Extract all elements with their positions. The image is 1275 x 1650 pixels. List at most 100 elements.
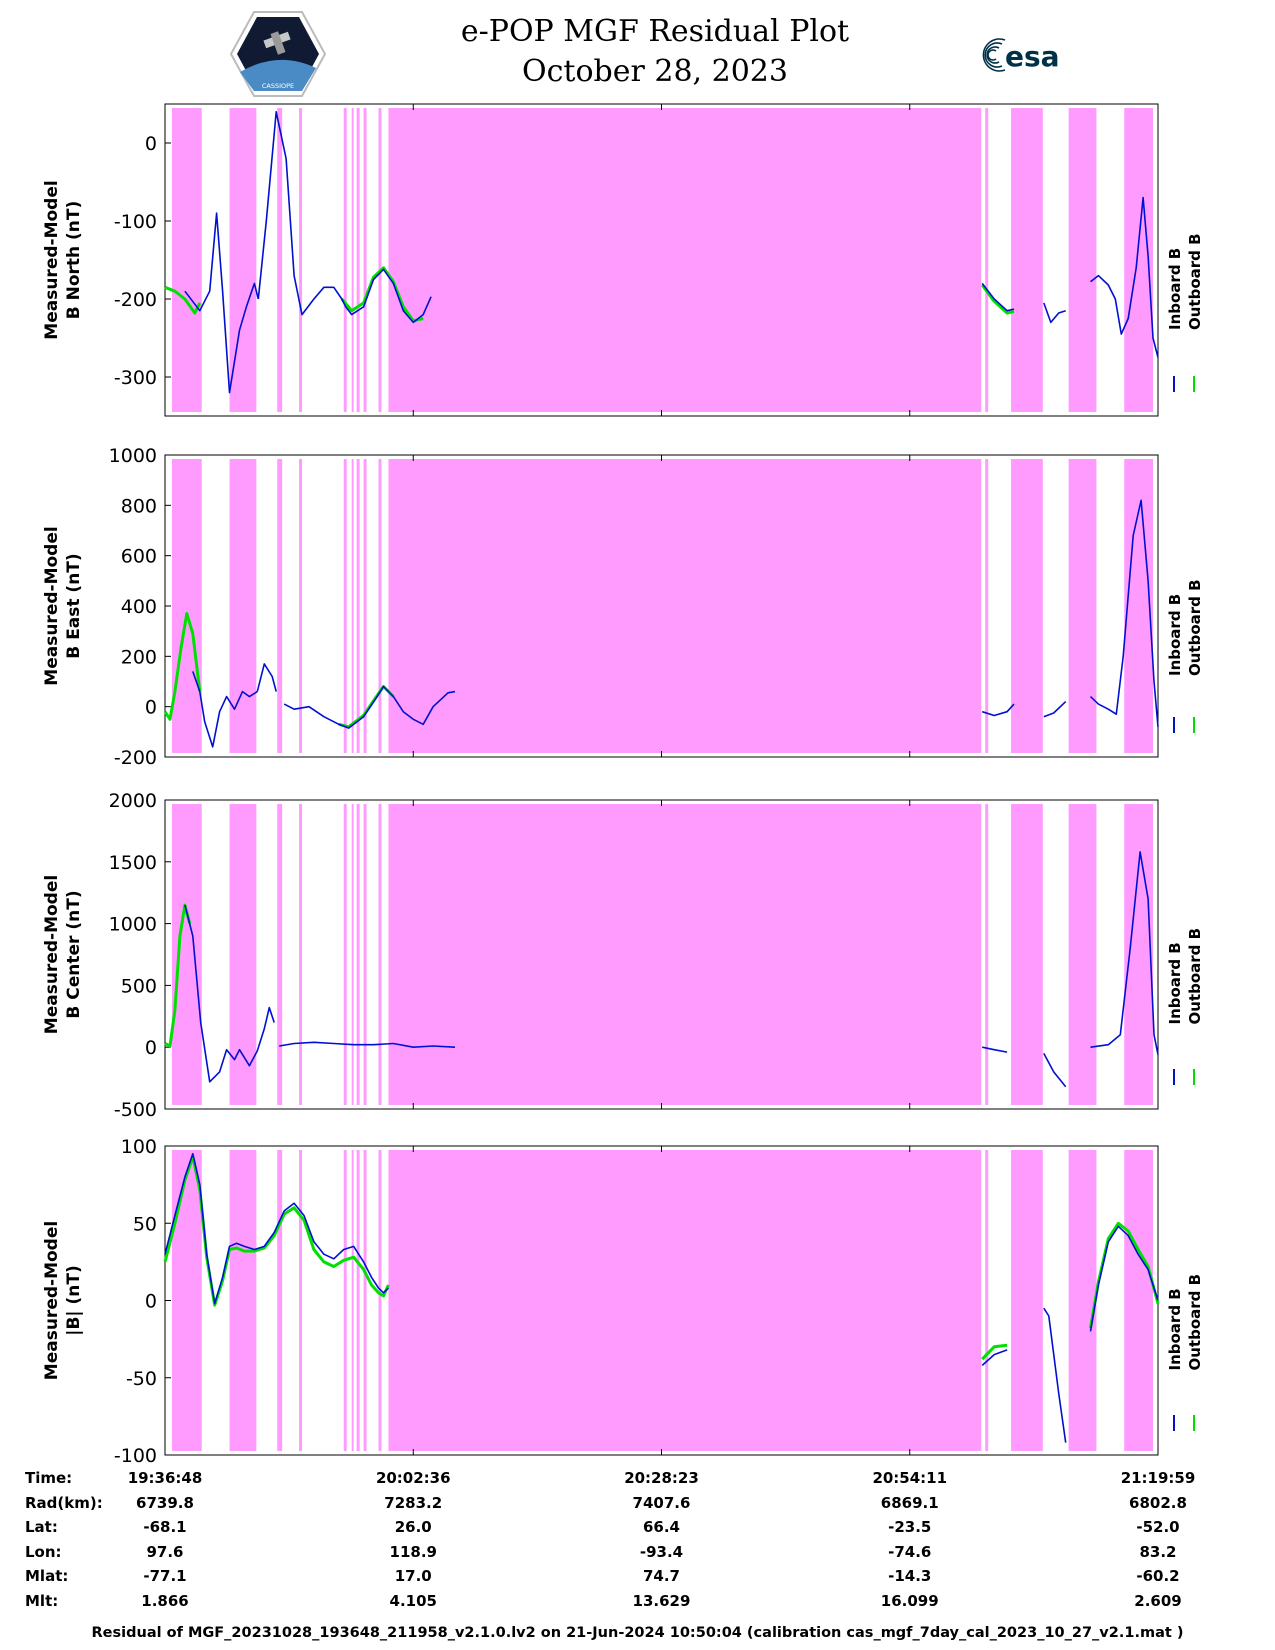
data-gap-band-4	[351, 1150, 354, 1451]
legend-label-outboard-1: Outboard B	[1186, 233, 1204, 330]
data-gap-band-3	[1011, 804, 1043, 1105]
y-tick-label-2: -200	[114, 747, 157, 769]
inboard-b-line-1	[257, 111, 432, 324]
data-gap-band-3	[378, 804, 382, 1105]
inboard-b-line-2	[1043, 701, 1067, 718]
data-gap-band-2	[343, 459, 347, 753]
y-axis-label-2: B East (nT)	[64, 553, 84, 658]
data-gap-band-4	[343, 1150, 347, 1451]
data-gap-band-3	[171, 804, 202, 1105]
y-axis-label-4: Measured-Model	[42, 1221, 62, 1380]
y-axis-label-2: Measured-Model	[42, 526, 62, 685]
table-row-label: Time:	[25, 1469, 73, 1487]
y-axis-label-4: |B| (nT)	[64, 1265, 84, 1336]
outboard-b-line-4	[981, 1343, 1008, 1361]
table-row-label: Rad(km):	[25, 1493, 103, 1512]
inboard-b-line-4	[164, 1152, 389, 1305]
esa-logo-text: esa	[1005, 40, 1060, 73]
data-gap-band-1	[378, 108, 382, 412]
table-cell: 66.4	[642, 1518, 680, 1536]
outboard-b-line-1	[340, 266, 424, 323]
table-cell: 17.0	[394, 1567, 432, 1585]
y-tick-label-2: 200	[121, 646, 157, 668]
data-gap-band-4	[171, 1150, 202, 1451]
data-gap-band-2	[363, 459, 367, 753]
y-tick-label-1: 0	[145, 133, 157, 155]
y-tick-label-3: 500	[121, 975, 157, 997]
data-gap-band-1	[277, 108, 283, 412]
data-gap-band-1	[1068, 108, 1097, 412]
data-gap-band-3	[343, 804, 347, 1105]
data-gap-band-3	[985, 804, 989, 1105]
y-axis-label-1: Measured-Model	[42, 180, 62, 339]
table-cell: 74.7	[642, 1567, 680, 1585]
table-cell: 83.2	[1139, 1542, 1177, 1561]
y-tick-label-3: 1500	[109, 852, 157, 874]
data-gap-band-2	[299, 459, 303, 753]
data-gap-band-2	[351, 459, 354, 753]
legend-label-outboard-3: Outboard B	[1186, 928, 1204, 1025]
y-tick-label-4: 0	[145, 1291, 157, 1313]
data-gap-band-1	[343, 108, 347, 412]
table-cell: 20:54:11	[872, 1469, 948, 1487]
plot-date: October 28, 2023	[522, 54, 788, 89]
table-cell: -23.5	[888, 1518, 932, 1536]
y-tick-label-4: -50	[126, 1368, 157, 1390]
legend-label-outboard-4: Outboard B	[1186, 1274, 1204, 1371]
table-cell: -68.1	[143, 1518, 187, 1536]
data-gap-band-3	[1068, 804, 1097, 1105]
inboard-b-line-1	[981, 282, 1015, 312]
data-gap-band-4	[1068, 1150, 1097, 1451]
y-axis-label-3: Measured-Model	[42, 875, 62, 1034]
table-cell: 6802.8	[1129, 1493, 1187, 1512]
data-gap-band-1	[171, 108, 202, 412]
inboard-b-line-1	[1043, 302, 1066, 324]
inboard-b-line-4	[1089, 1225, 1159, 1332]
y-tick-label-2: 800	[121, 495, 157, 517]
table-cell: 6869.1	[880, 1493, 939, 1512]
table-cell: -14.3	[888, 1567, 932, 1585]
inboard-b-line-1	[184, 212, 260, 394]
data-gap-band-1	[388, 108, 982, 412]
data-gap-band-3	[277, 804, 283, 1105]
legend-label-outboard-2: Outboard B	[1186, 579, 1204, 676]
data-gap-band-3	[356, 804, 360, 1105]
cassiope-logo: CASSIOPE	[230, 11, 326, 97]
legend-label-inboard-3: Inboard B	[1166, 942, 1184, 1024]
y-tick-label-2: 600	[121, 546, 157, 568]
outboard-b-line-1	[164, 285, 202, 315]
y-tick-label-2: 0	[145, 697, 157, 719]
inboard-b-line-4	[981, 1349, 1008, 1366]
table-cell: 118.9	[389, 1542, 437, 1561]
data-gap-band-4	[1124, 1150, 1154, 1451]
table-cell: 16.099	[880, 1591, 939, 1610]
table-cell: 26.0	[394, 1518, 432, 1536]
inboard-b-line-3	[1090, 851, 1159, 1055]
table-row-label: Mlt:	[25, 1591, 59, 1610]
y-tick-label-1: -200	[114, 289, 157, 311]
table-cell: 20:28:23	[624, 1469, 699, 1487]
table-cell: 97.6	[146, 1542, 184, 1561]
data-gap-band-1	[1011, 108, 1043, 412]
data-gap-band-3	[299, 804, 303, 1105]
data-gap-band-1	[351, 108, 354, 412]
table-cell: 21:19:59	[1120, 1469, 1196, 1487]
table-cell: 2.609	[1134, 1591, 1182, 1610]
y-tick-label-3: 0	[145, 1037, 157, 1059]
y-tick-label-3: -500	[114, 1099, 157, 1121]
table-cell: 7407.6	[632, 1493, 691, 1512]
table-row-label: Lat:	[25, 1518, 58, 1536]
inboard-b-line-4	[1043, 1307, 1067, 1443]
legend-label-inboard-2: Inboard B	[1166, 594, 1184, 676]
inboard-b-line-1	[1090, 196, 1159, 358]
data-gap-band-2	[171, 459, 202, 753]
data-gap-band-1	[299, 108, 303, 412]
table-cell: 6739.8	[136, 1493, 194, 1512]
data-gap-band-2	[388, 459, 982, 753]
table-cell: 7283.2	[384, 1493, 443, 1512]
inboard-b-line-2	[192, 671, 258, 748]
y-tick-label-2: 1000	[109, 445, 157, 467]
footnote: Residual of MGF_20231028_193648_211958_v…	[91, 1625, 1184, 1641]
y-tick-label-4: 100	[121, 1136, 157, 1158]
